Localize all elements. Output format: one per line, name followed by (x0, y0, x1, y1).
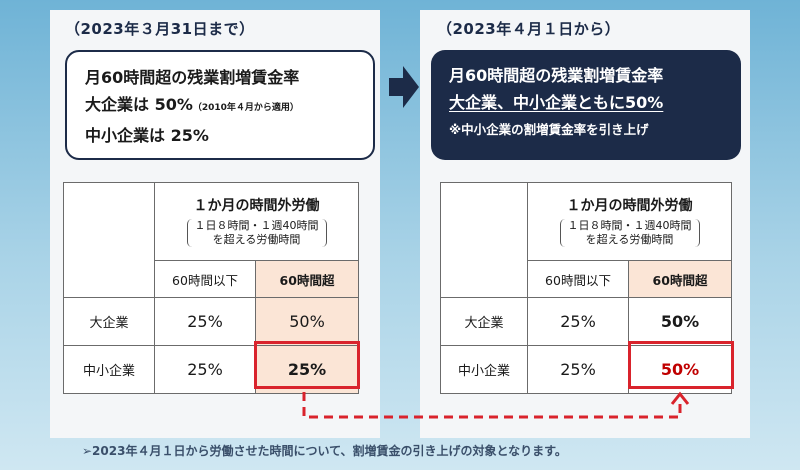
after-row-sme-le60: 25% (527, 345, 629, 394)
before-col-le60: 60時間以下 (154, 260, 256, 298)
after-header-sub: １日８時間・１週40時間 を超える労働時間 (559, 219, 700, 247)
after-heading: （2023年４月１日から） (437, 20, 621, 38)
before-rate-large: 大企業は 50%（2010年４月から適用） (85, 91, 355, 122)
after-header-sub1: １日８時間・１週40時間 (567, 219, 692, 232)
before-rate-large-text: 大企業は 50% (85, 95, 193, 114)
after-rate-all: 大企業、中小企業ともに50% (449, 93, 664, 112)
before-header-sub2: を超える労働時間 (212, 233, 301, 246)
before-rate-title: 月60時間超の残業割増賃金率 (85, 68, 300, 87)
before-header-main: １か月の時間外労働 (193, 198, 320, 214)
after-sme-highlight (628, 341, 734, 389)
after-col-gt60: 60時間超 (628, 260, 732, 298)
before-header-cell: １か月の時間外労働 １日８時間・１週40時間 を超える労働時間 (154, 182, 359, 261)
after-rate-note: ※中小企業の割増賃金率を引き上げ (449, 122, 649, 137)
before-row-large-gt60: 50% (255, 297, 359, 346)
before-header-sub1: １日８時間・１週40時間 (194, 219, 319, 232)
before-rate-sme: 中小企業は 25% (85, 126, 209, 145)
footnote: ➢2023年４月１日から労働させた時間について、割増賃金の引き上げの対象となりま… (82, 444, 567, 458)
after-table: １か月の時間外労働 １日８時間・１週40時間 を超える労働時間 60時間以下 6… (440, 182, 732, 394)
after-header-sub2: を超える労働時間 (585, 233, 674, 246)
before-rate-large-note: （2010年４月から適用） (192, 103, 299, 113)
before-row-large-le60: 25% (154, 297, 256, 346)
before-heading: （2023年３月31日まで） (65, 20, 255, 38)
arrow-right-icon (389, 66, 419, 108)
after-row-large-gt60: 50% (628, 297, 732, 346)
before-row-sme-label: 中小企業 (63, 345, 155, 394)
before-col-gt60: 60時間超 (255, 260, 359, 298)
after-rate-box: 月60時間超の残業割増賃金率 大企業、中小企業ともに50% ※中小企業の割増賃金… (431, 50, 741, 160)
before-header-sub: １日８時間・１週40時間 を超える労働時間 (186, 219, 327, 247)
before-sme-highlight (254, 341, 360, 389)
before-row-sme-gt60: 25% (255, 345, 359, 394)
after-header-cell: １か月の時間外労働 １日８時間・１週40時間 を超える労働時間 (527, 182, 732, 261)
table-row: 大企業 25% 50% (63, 297, 359, 346)
table-row: 中小企業 25% 50% (440, 345, 732, 394)
before-table: １か月の時間外労働 １日８時間・１週40時間 を超える労働時間 60時間以下 6… (63, 182, 359, 394)
table-corner (440, 182, 528, 298)
before-row-sme-le60: 25% (154, 345, 256, 394)
table-row: 中小企業 25% 25% (63, 345, 359, 394)
after-header-main: １か月の時間外労働 (566, 198, 693, 214)
after-rate-title: 月60時間超の残業割増賃金率 (449, 66, 664, 85)
after-row-sme-gt60: 50% (628, 345, 732, 394)
before-rate-box: 月60時間超の残業割増賃金率 大企業は 50%（2010年４月から適用） 中小企… (65, 50, 375, 160)
table-corner (63, 182, 155, 298)
